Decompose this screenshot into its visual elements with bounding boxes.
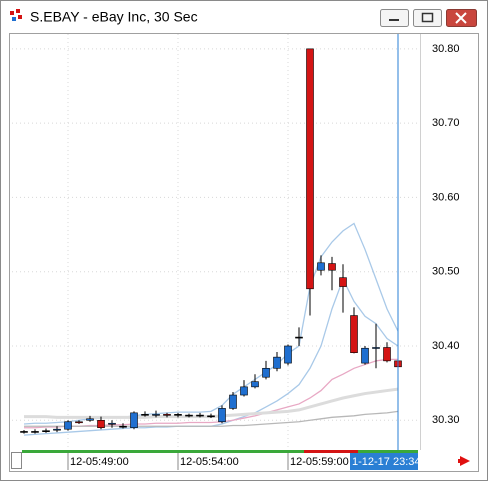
candle-body [328,263,336,271]
candle-body [383,347,391,362]
candle-body [163,414,171,416]
candle-body [262,367,270,378]
close-button[interactable] [446,9,477,27]
scroll-handle[interactable] [11,452,22,469]
candle-body [119,425,127,428]
candle-body [86,418,94,421]
indicator-line [24,410,399,427]
candle-body [284,345,292,364]
candle-body [141,414,149,416]
candle-body [372,347,380,349]
candle-body [240,386,248,396]
candle-body [251,381,259,388]
candle-body [42,430,50,432]
candle-body [20,431,28,433]
candle-body [295,336,303,339]
scroll-right-arrow[interactable] [458,456,470,466]
x-tick-label: 12-05:49:00 [70,456,129,468]
y-tick-label: 30.40 [432,340,460,352]
candle-body [64,421,72,430]
candle-body [185,414,193,417]
candle-body [97,419,105,429]
maximize-button[interactable] [413,9,442,27]
candle-body [108,422,116,425]
candle-body [273,356,281,369]
window-title: S.EBAY - eBay Inc, 30 Sec [30,9,198,25]
candle-body [152,414,160,416]
y-tick-label: 30.80 [432,43,460,55]
candle-body [229,394,237,409]
candle-body [218,408,226,423]
candle-body [317,262,325,271]
candle-body [174,414,182,416]
candle-body [207,415,215,418]
candle-body [53,428,61,431]
x-tick-label: 12-05:54:00 [180,456,239,468]
candle-body [130,412,138,429]
y-tick-label: 30.30 [432,414,460,426]
candle-body [306,48,314,290]
minimize-button[interactable] [380,9,409,27]
scroll-marker [304,450,358,453]
candle-body [75,421,83,424]
plot-area: 30.30 30.40 30.50 30.60 30.70 30.80 12-05:49:0… [12,34,460,470]
x-tick-label: 12-05:59:00 [290,456,349,468]
candle-body [196,414,204,417]
cursor-label-box [350,453,418,470]
app-icon [10,9,22,21]
candle-body [339,277,347,287]
scroll-bar[interactable] [22,450,418,453]
candle-body [361,347,369,364]
y-tick-label: 30.60 [432,191,460,203]
y-tick-label: 30.70 [432,117,460,129]
y-tick-label: 30.50 [432,266,460,278]
candle-body [350,315,358,353]
candle-body [31,431,39,433]
chart-frame [9,33,479,472]
cursor-label: 1-12-17 23:34:00 [352,456,436,468]
